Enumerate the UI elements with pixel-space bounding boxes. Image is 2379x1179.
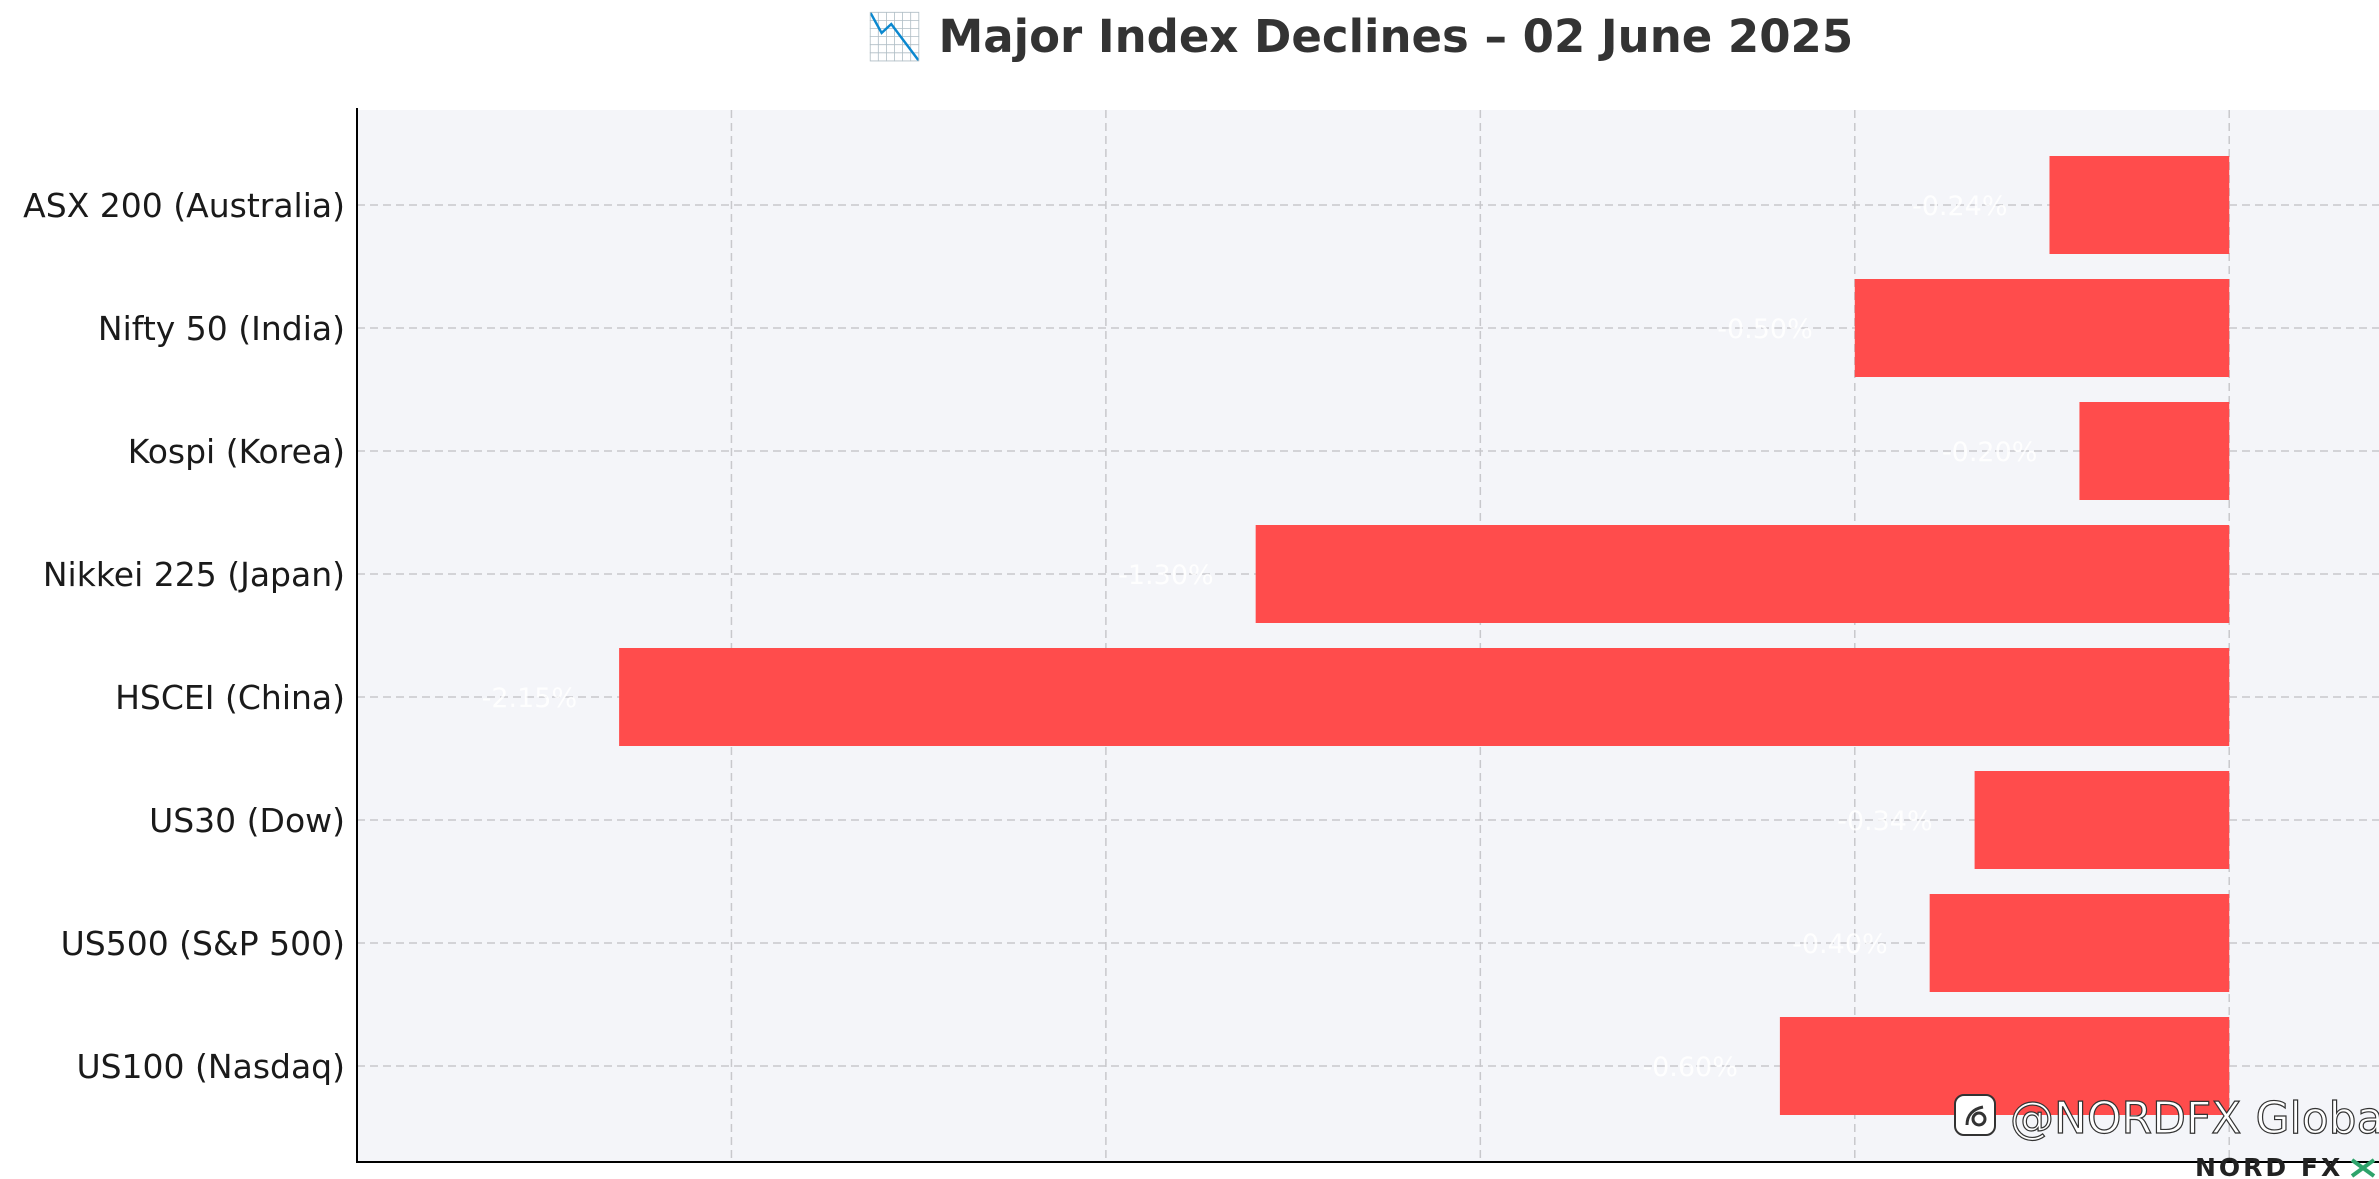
social-icon (1954, 1094, 1996, 1136)
y-tick-label: US30 (Dow) (149, 801, 345, 840)
y-tick-label: Kospi (Korea) (128, 432, 345, 471)
bar-layer (619, 156, 2230, 1115)
bar (619, 648, 2230, 746)
bar-value-label: -0.40% (1792, 929, 1888, 960)
bar (2079, 402, 2230, 500)
bar-value-label: -2.15% (482, 683, 578, 714)
bar (1854, 279, 2230, 377)
bar (1974, 771, 2230, 869)
plot-area (357, 110, 2379, 1162)
logo-x-mark (2350, 1158, 2376, 1178)
bar (1255, 525, 2230, 623)
bar-value-label: -1.30% (1118, 560, 1214, 591)
logo-text: NORD FX (2195, 1153, 2343, 1179)
bar (1929, 894, 2230, 992)
y-tick-label: US100 (Nasdaq) (76, 1047, 345, 1086)
y-tick-label: Nifty 50 (India) (98, 309, 345, 348)
y-tick-label: US500 (S&P 500) (61, 924, 345, 963)
y-tick-labels: ASX 200 (Australia) Nifty 50 (India) Kospi… (23, 186, 345, 1086)
y-tick-label: Nikkei 225 (Japan) (43, 555, 345, 594)
watermark-text: @NORDFX Global (2010, 1093, 2379, 1144)
watermark: @NORDFX Global (1954, 1092, 2379, 1145)
bar (2049, 156, 2230, 254)
data-label-layer: -0.24% -0.50% -0.20% -1.30% -2.15% -0.34% -0.4… (482, 191, 2038, 1083)
bar-value-label: -0.50% (1717, 314, 1813, 345)
bar-value-label: -0.34% (1837, 806, 1933, 837)
bar-value-label: -0.20% (1942, 437, 2038, 468)
bar-value-label: -0.24% (1912, 191, 2008, 222)
y-tick-label: ASX 200 (Australia) (23, 186, 345, 225)
bar (1779, 1017, 2230, 1115)
chart-title: 📉 Major Index Declines – 02 June 2025 (867, 10, 1853, 63)
y-tick-label: HSCEI (China) (115, 678, 345, 717)
bar-value-label: -0.60% (1642, 1052, 1738, 1083)
nordfx-logo: NORD FX (2195, 1153, 2376, 1179)
